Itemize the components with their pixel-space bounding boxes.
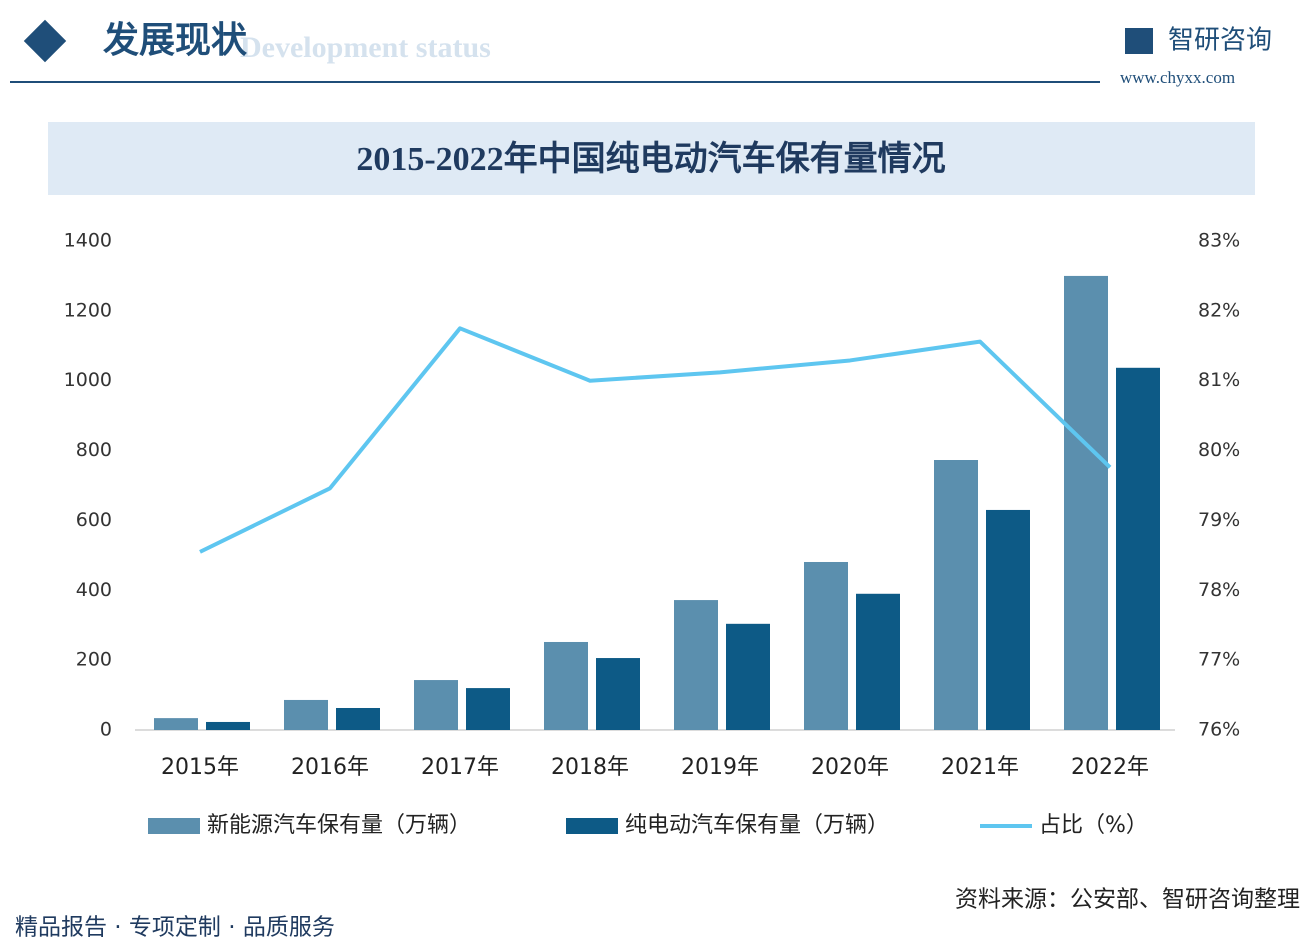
legend-swatch <box>148 818 200 834</box>
x-tick-label: 2019年 <box>681 755 759 780</box>
y2-tick-label: 76% <box>1198 719 1240 741</box>
bar <box>1116 367 1160 730</box>
y-tick-label: 200 <box>76 649 112 671</box>
bar <box>934 460 978 730</box>
bar <box>154 718 198 730</box>
y-tick-label: 1000 <box>64 369 112 391</box>
y2-tick-label: 78% <box>1198 579 1240 601</box>
y2-tick-label: 79% <box>1198 509 1240 531</box>
bar <box>986 509 1030 730</box>
x-tick-label: 2022年 <box>1071 755 1149 780</box>
y-tick-label: 1200 <box>64 299 112 321</box>
y2-tick-label: 83% <box>1198 230 1240 252</box>
bar <box>414 680 458 730</box>
y2-tick-label: 82% <box>1198 299 1240 321</box>
bar <box>596 658 640 730</box>
bar <box>206 721 250 730</box>
slogan: 精品报告 · 专项定制 · 品质服务 <box>15 915 335 941</box>
header-icon <box>23 19 67 63</box>
y-tick-label: 800 <box>76 439 112 461</box>
x-tick-label: 2018年 <box>551 755 629 780</box>
y2-tick-label: 80% <box>1198 439 1240 461</box>
website: www.chyxx.com <box>1120 68 1235 87</box>
bar <box>804 561 848 730</box>
bar <box>1064 275 1108 730</box>
legend-label: 新能源汽车保有量（万辆） <box>207 813 471 838</box>
bar <box>466 688 510 730</box>
bar <box>674 600 718 730</box>
title-box <box>48 122 1255 195</box>
y2-tick-label: 81% <box>1198 369 1240 391</box>
y-tick-label: 0 <box>100 719 112 741</box>
x-tick-label: 2016年 <box>291 755 369 780</box>
line <box>199 326 1112 554</box>
x-tick-label: 2015年 <box>161 755 239 780</box>
bar <box>544 641 588 730</box>
y-tick-label: 1400 <box>64 230 112 252</box>
logo-icon <box>1125 28 1153 54</box>
y-tick-label: 600 <box>76 509 112 531</box>
bar <box>284 699 328 730</box>
source: 资料来源：公安部、智研咨询整理 <box>955 887 1300 913</box>
y2-tick-label: 77% <box>1198 649 1240 671</box>
y-tick-label: 400 <box>76 579 112 601</box>
brand: 智研咨询 <box>1168 26 1272 56</box>
x-tick-label: 2021年 <box>941 755 1019 780</box>
legend-label: 纯电动汽车保有量（万辆） <box>625 813 889 838</box>
bar <box>726 623 770 730</box>
header-subtitle: Development status <box>240 31 491 64</box>
legend-swatch <box>566 818 618 834</box>
header-title: 发展现状 <box>103 20 248 61</box>
bar <box>336 707 380 730</box>
bar <box>856 593 900 730</box>
x-tick-label: 2020年 <box>811 755 889 780</box>
legend-label: 占比（%） <box>1039 813 1148 838</box>
x-tick-label: 2017年 <box>421 755 499 780</box>
chart-title: 2015-2022年中国纯电动汽车保有量情况 <box>356 140 945 178</box>
